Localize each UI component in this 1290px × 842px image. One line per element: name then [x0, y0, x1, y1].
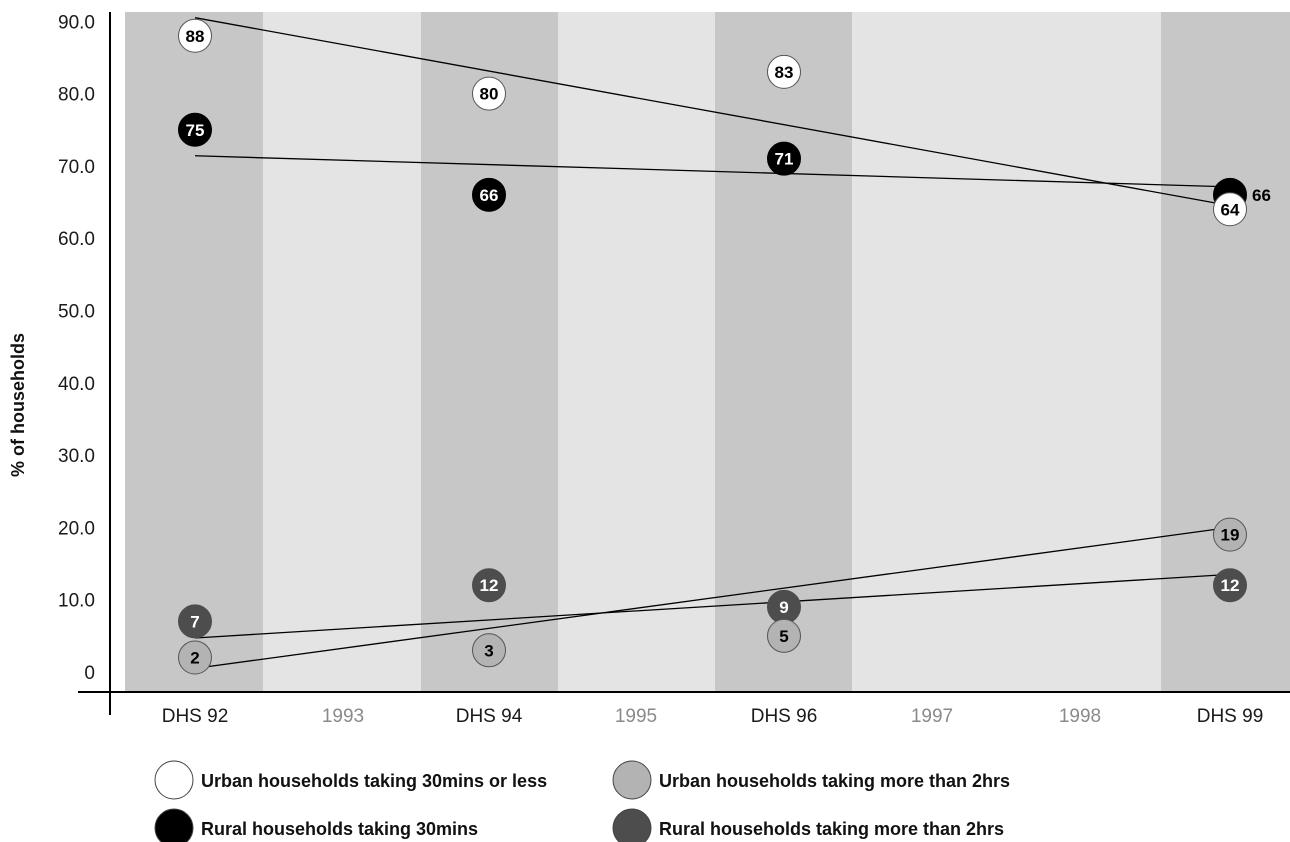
legend-item: Rural households taking more than 2hrs	[612, 808, 1004, 842]
x-axis: DHS 92 1993 DHS 94 1995 DHS 96 1997 1998 DHS 99	[78, 691, 1290, 727]
data-point-marker	[178, 112, 212, 147]
data-point-marker	[472, 568, 506, 603]
data-point-marker	[178, 604, 212, 639]
trend-line-3	[194, 573, 1231, 639]
data-label: 3	[484, 641, 493, 660]
data-label: 80	[480, 85, 499, 104]
y-tick-label: 70.0	[58, 157, 95, 178]
y-tick-label: 0	[84, 663, 95, 684]
trend-line-1	[194, 155, 1231, 188]
x-tick-label: 1997	[911, 706, 953, 727]
y-tick-label: 30.0	[58, 446, 95, 467]
y-axis-label: % of households	[8, 333, 28, 477]
y-tick-label: 40.0	[58, 374, 95, 395]
legend-label: Rural households taking more than 2hrs	[659, 819, 1004, 839]
y-tick-label: 50.0	[58, 302, 95, 323]
legend-item: Urban households taking 30mins or less	[154, 760, 547, 800]
data-point: 66	[472, 177, 506, 212]
data-point-marker	[1213, 192, 1247, 227]
data-point: 75	[178, 112, 212, 147]
data-point-marker	[767, 141, 801, 176]
legend-label: Urban households taking 30mins or less	[201, 771, 547, 791]
data-point-marker	[767, 54, 801, 89]
data-point: 5	[767, 618, 801, 653]
data-label: 66	[1252, 186, 1271, 205]
data-point-marker	[472, 633, 506, 668]
legend-marker	[154, 808, 194, 842]
legend-marker	[154, 760, 194, 800]
data-point: 88	[178, 18, 212, 53]
legend-item: Rural households taking 30mins	[154, 808, 478, 842]
y-tick-label: 20.0	[58, 518, 95, 539]
data-points: 7 12 9 12 2 3 5 19 75 66 71 66 88 80 83 64	[178, 18, 1271, 675]
data-point-marker	[178, 18, 212, 53]
data-point: 19	[1213, 517, 1247, 552]
y-axis: 0 10.0 20.0 30.0 40.0 50.0 60.0 70.0 80.0 90.0	[58, 12, 111, 715]
x-tick-label: DHS 96	[751, 706, 818, 727]
data-point-marker	[472, 76, 506, 111]
data-label: 64	[1221, 200, 1240, 219]
x-tick-label: 1995	[615, 706, 657, 727]
data-point: 71	[767, 141, 801, 176]
band-3	[558, 12, 715, 692]
data-point-marker	[767, 618, 801, 653]
legend-marker	[612, 808, 652, 842]
data-label: 9	[779, 598, 788, 617]
band-4	[715, 12, 852, 692]
legend-label: Urban households taking more than 2hrs	[659, 771, 1010, 791]
y-tick-label: 90.0	[58, 12, 95, 33]
trend-line-2	[194, 526, 1231, 670]
x-tick-label: DHS 92	[162, 706, 229, 727]
data-label: 7	[190, 612, 199, 631]
data-label: 66	[480, 186, 499, 205]
data-label: 19	[1221, 526, 1240, 545]
data-point: 12	[1213, 568, 1247, 603]
data-label: 88	[186, 27, 205, 46]
y-tick-label: 10.0	[58, 591, 95, 612]
data-point: 3	[472, 633, 506, 668]
data-point: 9	[767, 589, 801, 624]
x-tick-label: DHS 99	[1197, 706, 1264, 727]
legend: Urban households taking 30mins or less Ur…	[154, 760, 1010, 842]
data-point: 64	[1213, 192, 1247, 227]
data-point-marker	[472, 177, 506, 212]
data-point: 83	[767, 54, 801, 89]
data-label: 5	[779, 627, 788, 646]
data-point: 7	[178, 604, 212, 639]
data-label: 83	[775, 63, 794, 82]
data-point-marker	[1213, 517, 1247, 552]
x-tick-label: 1998	[1059, 706, 1101, 727]
background-bands	[125, 12, 1290, 692]
data-point: 80	[472, 76, 506, 111]
band-5	[852, 12, 1161, 692]
data-point: 2	[178, 640, 212, 675]
trend-lines	[194, 17, 1231, 670]
legend-marker	[612, 760, 652, 800]
trend-line-0	[194, 17, 1231, 207]
y-tick-label: 60.0	[58, 229, 95, 250]
data-label: 2	[190, 649, 199, 668]
data-label: 71	[775, 150, 794, 169]
y-tick-label: 80.0	[58, 85, 95, 106]
x-tick-label: DHS 94	[456, 706, 523, 727]
data-point-marker	[178, 640, 212, 675]
data-point-marker	[1213, 568, 1247, 603]
x-tick-label: 1993	[322, 706, 364, 727]
data-label: 75	[186, 121, 205, 140]
legend-label: Rural households taking 30mins	[201, 819, 478, 839]
data-point: 12	[472, 568, 506, 603]
data-label: 12	[1221, 576, 1240, 595]
band-1	[263, 12, 421, 692]
data-label: 12	[480, 576, 499, 595]
legend-item: Urban households taking more than 2hrs	[612, 760, 1010, 800]
